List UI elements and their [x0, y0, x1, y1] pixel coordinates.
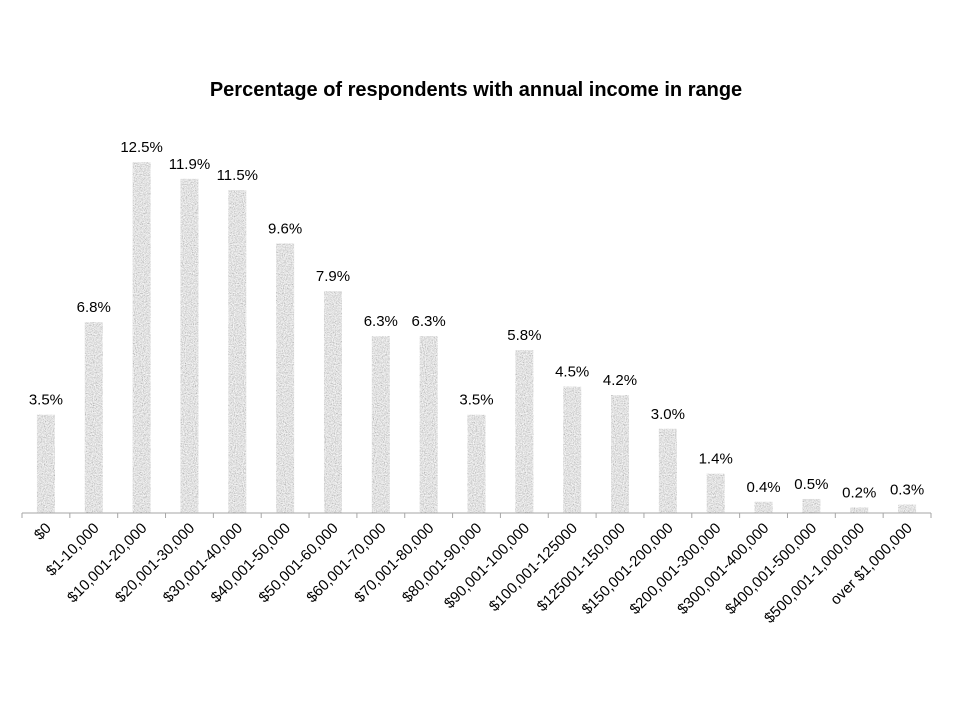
x-tick-label: $200,001-300,000 [626, 520, 724, 618]
bar [802, 498, 821, 513]
data-label: 4.2% [603, 372, 637, 389]
data-label: 11.9% [169, 156, 210, 173]
x-tick-label: $300,001-400,000 [674, 520, 772, 618]
chart-title: Percentage of respondents with annual in… [210, 79, 742, 101]
bar [323, 291, 342, 513]
data-label: 6.3% [364, 313, 398, 330]
x-tick-label: $400,001-500,000 [722, 520, 820, 618]
x-tick-label: $90,001-100,000 [441, 520, 533, 612]
bar [371, 336, 390, 513]
data-label: 1.4% [699, 451, 733, 468]
data-label: 0.2% [842, 484, 876, 501]
data-label: 9.6% [268, 220, 302, 237]
data-label: 3.5% [29, 392, 63, 409]
x-tick-label: $0 [31, 520, 55, 544]
bar [276, 243, 295, 513]
bar [36, 414, 55, 513]
data-label: 3.5% [459, 392, 493, 409]
x-tick-label: $125001-150,000 [534, 520, 629, 615]
data-label: 4.5% [555, 364, 589, 381]
bar [898, 504, 917, 513]
bar [706, 473, 725, 513]
bar [754, 501, 773, 513]
x-axis-tick-marks [21, 513, 932, 518]
data-label: 0.4% [746, 479, 780, 496]
data-label: 3.0% [651, 406, 685, 423]
bar [132, 162, 151, 513]
bar [850, 507, 869, 513]
bar [467, 414, 486, 513]
data-label: 6.3% [412, 313, 446, 330]
bar [515, 350, 534, 513]
data-label: 5.8% [507, 327, 541, 344]
x-axis-tick-labels: $0$1-10,000$10,001-20,000$20,001-30,000$… [31, 520, 916, 627]
bar [180, 178, 199, 513]
bar-series [36, 162, 917, 513]
bar [419, 336, 438, 513]
data-label: 0.3% [890, 482, 924, 499]
bar [84, 322, 103, 513]
x-tick-label: $100,001-125000 [486, 520, 581, 615]
bar [611, 395, 630, 513]
data-label: 6.8% [77, 299, 111, 316]
data-labels: 3.5% 6.8% 12.5% 11.9% 11.5% 9.6% 7.9% 6.3% 6.3% 3… [29, 139, 924, 501]
bar [228, 190, 247, 513]
data-label: 7.9% [316, 268, 350, 285]
x-tick-label: over $1,000,000 [827, 520, 916, 609]
bar [658, 428, 677, 513]
data-label: 0.5% [794, 476, 828, 493]
data-label: 11.5% [217, 167, 258, 184]
x-tick-label: $150,001-200,000 [579, 520, 677, 618]
bar [563, 386, 582, 513]
data-label: 12.5% [120, 139, 163, 156]
